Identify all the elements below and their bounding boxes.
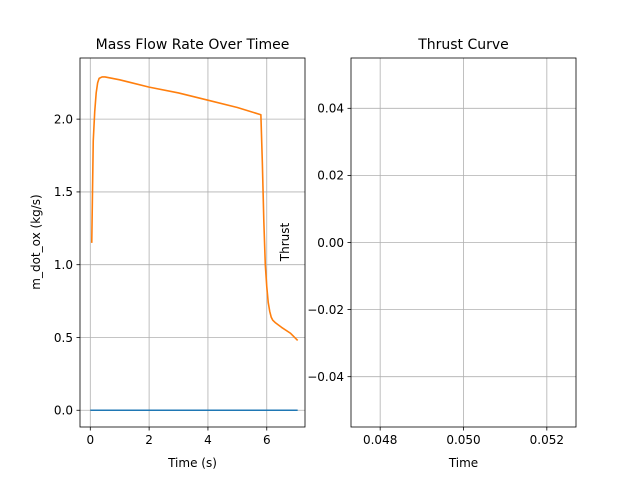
mass-flow-x-tick-label: 4 xyxy=(204,433,212,447)
thrust-x-axis-label: Time xyxy=(448,456,478,470)
mass-flow-y-tick-label: 1.5 xyxy=(54,185,73,199)
mass-flow-x-axis-label: Time (s) xyxy=(167,456,217,470)
mass-flow-series-line-1 xyxy=(90,76,299,341)
thrust-ticks: 0.048 0.050 0.052 −0.04 −0.02 0.00 0.02 0.04 xyxy=(307,102,564,447)
thrust-x-tick-label: 0.048 xyxy=(363,433,397,447)
thrust-y-tick-label: 0.04 xyxy=(317,102,344,116)
thrust-y-tick-label: −0.02 xyxy=(307,303,344,317)
mass-flow-y-tick-label: 2.0 xyxy=(54,112,73,126)
mass-flow-x-tick-label: 2 xyxy=(145,433,153,447)
thrust-y-tick-label: −0.04 xyxy=(307,370,344,384)
thrust-x-tick-label: 0.050 xyxy=(446,433,480,447)
mass-flow-y-axis-label: m_dot_ox (kg/s) xyxy=(29,194,43,289)
thrust-y-tick-label: 0.02 xyxy=(317,169,344,183)
mass-flow-series xyxy=(90,76,299,412)
thrust-title: Thrust Curve xyxy=(417,37,509,53)
thrust-chart: 0.048 0.050 0.052 −0.04 −0.02 0.00 0.02 0.04 Th… xyxy=(278,37,577,470)
mass-flow-y-tick-label: 0.5 xyxy=(54,331,73,345)
mass-flow-chart: 0 2 4 6 0.0 0.5 1.0 1.5 2.0 Mass Flow Rate Over … xyxy=(29,37,306,470)
mass-flow-ticks: 0 2 4 6 0.0 0.5 1.0 1.5 2.0 xyxy=(54,112,271,447)
mass-flow-title: Mass Flow Rate Over Timee xyxy=(96,37,290,53)
thrust-y-tick-label: 0.00 xyxy=(317,236,344,250)
thrust-grid xyxy=(351,58,576,427)
mass-flow-x-tick-label: 0 xyxy=(86,433,94,447)
thrust-x-tick-label: 0.052 xyxy=(530,433,564,447)
mass-flow-grid xyxy=(80,58,305,427)
mass-flow-y-tick-label: 1.0 xyxy=(54,258,73,272)
thrust-y-axis-label: Thrust xyxy=(278,222,292,262)
mass-flow-y-tick-label: 0.0 xyxy=(54,404,73,418)
mass-flow-axes-frame xyxy=(79,57,306,428)
mass-flow-x-tick-label: 6 xyxy=(263,433,271,447)
